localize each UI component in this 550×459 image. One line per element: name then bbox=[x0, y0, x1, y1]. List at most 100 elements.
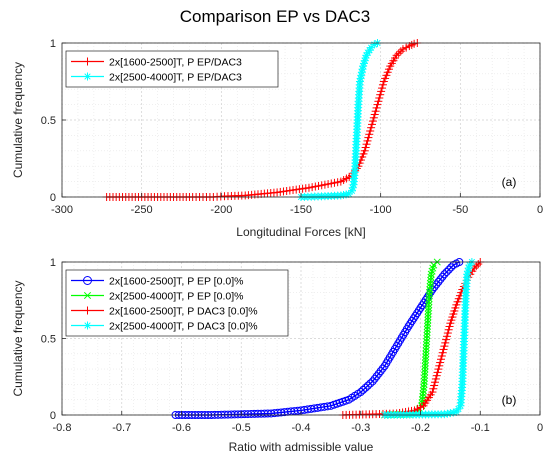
data-point bbox=[368, 120, 377, 129]
data-point bbox=[472, 262, 481, 271]
legend: 2x[1600-2500]T, P EP/DAC3 2x[2500-4000]T,… bbox=[65, 50, 279, 88]
data-point bbox=[376, 367, 385, 376]
x-tick-label: -0.4 bbox=[292, 422, 311, 434]
data-point bbox=[378, 84, 387, 93]
data-point bbox=[419, 390, 427, 398]
legend-entry: 2x[1600-2500]T, P DAC3 [0.0]% bbox=[71, 305, 258, 317]
data-point bbox=[434, 365, 443, 374]
data-point bbox=[356, 388, 365, 397]
y-tick-label: 0.5 bbox=[41, 334, 56, 346]
data-point bbox=[436, 358, 445, 367]
legend-marker bbox=[83, 57, 92, 66]
figure-title: Comparison EP vs DAC3 bbox=[180, 7, 371, 26]
data-point bbox=[442, 267, 451, 276]
data-point bbox=[422, 350, 430, 358]
legend-label: 2x[1600-2500]T, P EP/DAC3 bbox=[109, 56, 242, 68]
data-point bbox=[420, 374, 428, 382]
data-point bbox=[311, 182, 320, 191]
data-point bbox=[398, 45, 407, 54]
data-point bbox=[423, 338, 431, 346]
data-point bbox=[421, 371, 429, 379]
data-point bbox=[344, 189, 353, 198]
data-point bbox=[427, 276, 435, 284]
series-markers bbox=[380, 258, 476, 419]
data-point bbox=[420, 380, 428, 388]
x-tick-label: 0 bbox=[537, 422, 543, 434]
legend-marker bbox=[83, 291, 92, 300]
data-point bbox=[434, 277, 443, 286]
data-point bbox=[368, 117, 377, 126]
legend-marker bbox=[83, 72, 92, 81]
data-point bbox=[425, 304, 433, 312]
data-point bbox=[374, 97, 383, 106]
data-point bbox=[440, 270, 449, 279]
data-point bbox=[425, 301, 433, 309]
data-point bbox=[324, 180, 333, 189]
data-point bbox=[410, 39, 419, 48]
data-point bbox=[423, 331, 431, 339]
data-point bbox=[422, 353, 430, 361]
x-ticks: -0.8 -0.7 -0.6 -0.5 -0.4 -0.3 -0.2 -0.1 0 bbox=[53, 411, 543, 434]
x-tick-label: -50 bbox=[452, 204, 468, 216]
y-axis-label: Cumulative frequency bbox=[11, 280, 25, 396]
legend-entry: 2x[1600-2500]T, P EP/DAC3 bbox=[71, 56, 242, 68]
data-point bbox=[361, 383, 370, 392]
legend-label: 2x[1600-2500]T, P DAC3 [0.0]% bbox=[109, 305, 258, 317]
data-point bbox=[308, 183, 317, 192]
data-point bbox=[359, 385, 368, 394]
x-tick-label: -0.6 bbox=[172, 422, 191, 434]
data-point bbox=[362, 140, 371, 149]
data-point bbox=[327, 179, 336, 188]
data-point bbox=[437, 351, 446, 360]
data-point bbox=[426, 282, 434, 291]
legend-entry: 2x[1600-2500]T, P EP [0.0]% bbox=[71, 275, 243, 287]
data-point bbox=[392, 51, 401, 60]
data-point bbox=[373, 100, 382, 109]
data-point bbox=[427, 273, 435, 281]
data-point bbox=[419, 393, 427, 401]
y-tick-label: 1 bbox=[50, 257, 56, 269]
data-point bbox=[429, 384, 438, 393]
data-point bbox=[371, 107, 380, 116]
series-4 bbox=[380, 258, 476, 419]
data-point bbox=[420, 377, 428, 385]
data-point bbox=[366, 379, 375, 388]
data-point bbox=[420, 383, 428, 392]
data-point bbox=[444, 265, 453, 274]
x-axis-label: Longitudinal Forces [kN] bbox=[236, 225, 365, 239]
data-point bbox=[441, 338, 450, 347]
y-tick-label: 1 bbox=[50, 38, 56, 50]
series-markers bbox=[297, 39, 382, 201]
data-point bbox=[320, 180, 329, 189]
data-point bbox=[369, 113, 378, 122]
data-point bbox=[357, 68, 366, 77]
data-point bbox=[430, 381, 439, 390]
data-point bbox=[424, 319, 432, 327]
legend-label: 2x[1600-2500]T, P EP [0.0]% bbox=[109, 275, 243, 287]
data-point bbox=[370, 110, 379, 119]
data-point bbox=[423, 322, 432, 330]
data-point bbox=[439, 345, 448, 354]
x-tick-label: -0.3 bbox=[351, 422, 370, 434]
data-point bbox=[424, 313, 432, 321]
data-point bbox=[432, 371, 441, 380]
data-point bbox=[435, 361, 444, 370]
data-point bbox=[365, 130, 374, 139]
data-point bbox=[396, 47, 405, 56]
data-point bbox=[421, 359, 429, 367]
data-point bbox=[330, 178, 339, 187]
x-tick-label: -0.2 bbox=[411, 422, 430, 434]
data-point bbox=[360, 146, 369, 155]
data-point bbox=[436, 355, 445, 364]
data-point bbox=[422, 344, 430, 352]
data-point bbox=[444, 325, 453, 334]
data-point bbox=[418, 396, 426, 404]
data-point bbox=[436, 275, 445, 284]
x-tick-label: -250 bbox=[131, 204, 153, 216]
panel-a: -300 -250 -200 -150 -100 -50 000.51Longitudina… bbox=[11, 38, 543, 239]
legend: 2x[1600-2500]T, P EP [0.0]% 2x[2500-4000]… bbox=[65, 269, 289, 337]
data-point bbox=[423, 325, 431, 333]
data-point bbox=[370, 374, 379, 383]
data-point bbox=[375, 94, 384, 102]
data-point bbox=[424, 310, 432, 318]
